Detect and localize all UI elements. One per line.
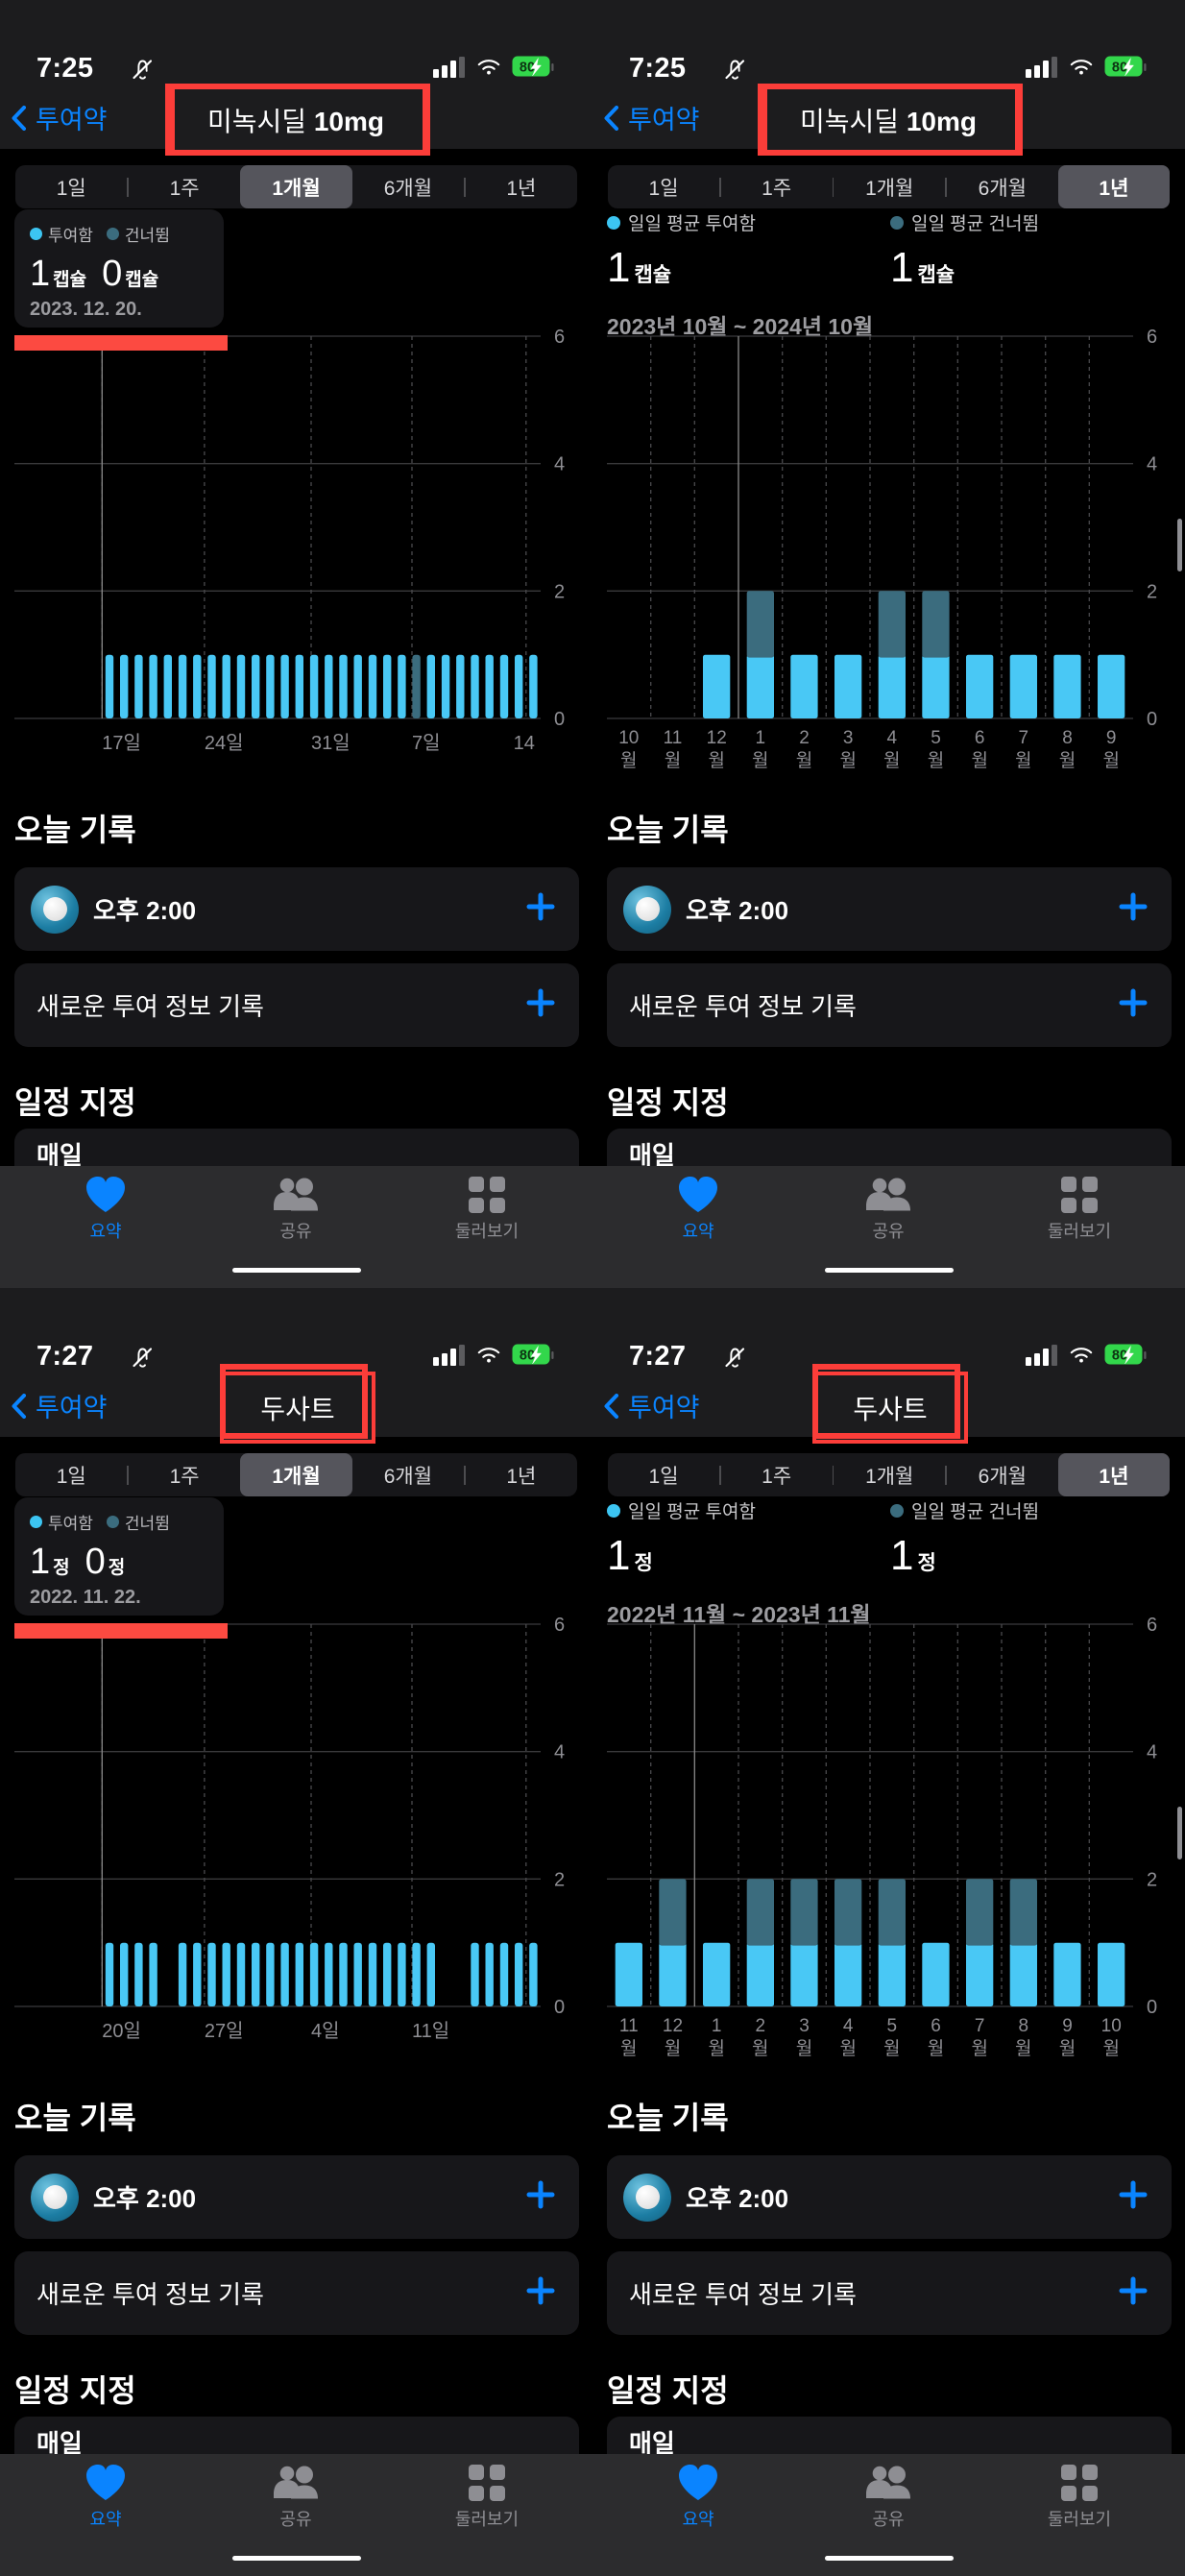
svg-text:2: 2 [554,1869,565,1890]
svg-text:월: 월 [928,2038,944,2059]
svg-text:월: 월 [665,750,681,771]
svg-text:20일: 20일 [102,2020,141,2042]
svg-text:24일: 24일 [205,732,244,754]
svg-text:2: 2 [1147,581,1157,602]
svg-text:9: 9 [1062,2016,1073,2036]
svg-text:월: 월 [1015,2038,1031,2059]
svg-text:4: 4 [554,454,565,475]
svg-text:월: 월 [796,2038,812,2059]
svg-text:월: 월 [620,750,637,771]
svg-text:월: 월 [1102,2038,1119,2059]
svg-text:7일: 7일 [412,732,441,754]
svg-text:2: 2 [1147,1869,1157,1890]
svg-text:월: 월 [1102,750,1119,771]
svg-text:월: 월 [708,750,724,771]
svg-text:월: 월 [665,2038,681,2059]
svg-text:월: 월 [839,750,856,771]
svg-text:0: 0 [554,709,565,730]
svg-text:11: 11 [664,728,683,748]
svg-text:2: 2 [554,581,565,602]
svg-text:4: 4 [843,2016,854,2036]
svg-text:월: 월 [752,750,768,771]
svg-text:월: 월 [1059,750,1076,771]
svg-text:1: 1 [756,728,766,748]
svg-text:4: 4 [554,1742,565,1763]
svg-text:6: 6 [554,1615,565,1636]
svg-text:4일: 4일 [311,2020,340,2042]
svg-text:10: 10 [618,728,639,748]
svg-text:7: 7 [1019,728,1029,748]
svg-text:0: 0 [1147,1997,1157,2018]
svg-text:월: 월 [1015,750,1031,771]
svg-text:9: 9 [1106,728,1117,748]
svg-text:2: 2 [756,2016,766,2036]
svg-text:1: 1 [712,2016,722,2036]
svg-text:6: 6 [554,327,565,348]
svg-text:6: 6 [1147,327,1157,348]
svg-text:월: 월 [708,2038,724,2059]
svg-text:8: 8 [1019,2016,1029,2036]
svg-text:월: 월 [839,2038,856,2059]
svg-text:2: 2 [799,728,810,748]
svg-text:4: 4 [1147,1742,1157,1763]
svg-text:월: 월 [752,2038,768,2059]
svg-text:3: 3 [799,2016,810,2036]
svg-text:월: 월 [796,750,812,771]
svg-text:월: 월 [883,750,900,771]
svg-text:월: 월 [620,2038,637,2059]
svg-text:6: 6 [975,728,985,748]
svg-text:17일: 17일 [102,732,141,754]
svg-text:5: 5 [887,2016,898,2036]
svg-text:4: 4 [1147,454,1157,475]
svg-text:11일: 11일 [412,2020,449,2042]
svg-text:월: 월 [1059,2038,1076,2059]
svg-text:4: 4 [887,728,898,748]
svg-text:14: 14 [514,733,535,754]
svg-text:6: 6 [931,2016,941,2036]
svg-text:5: 5 [931,728,941,748]
svg-text:12: 12 [663,2016,683,2036]
svg-text:6: 6 [1147,1615,1157,1636]
svg-text:월: 월 [971,2038,987,2059]
svg-text:0: 0 [554,1997,565,2018]
svg-text:7: 7 [975,2016,985,2036]
svg-text:11: 11 [619,2016,639,2036]
svg-text:월: 월 [883,2038,900,2059]
svg-text:12: 12 [707,728,727,748]
svg-text:31일: 31일 [311,732,351,754]
svg-text:3: 3 [843,728,854,748]
svg-text:27일: 27일 [205,2020,244,2042]
svg-text:0: 0 [1147,709,1157,730]
svg-text:10: 10 [1101,2016,1122,2036]
svg-text:월: 월 [928,750,944,771]
svg-text:월: 월 [971,750,987,771]
svg-text:8: 8 [1062,728,1073,748]
